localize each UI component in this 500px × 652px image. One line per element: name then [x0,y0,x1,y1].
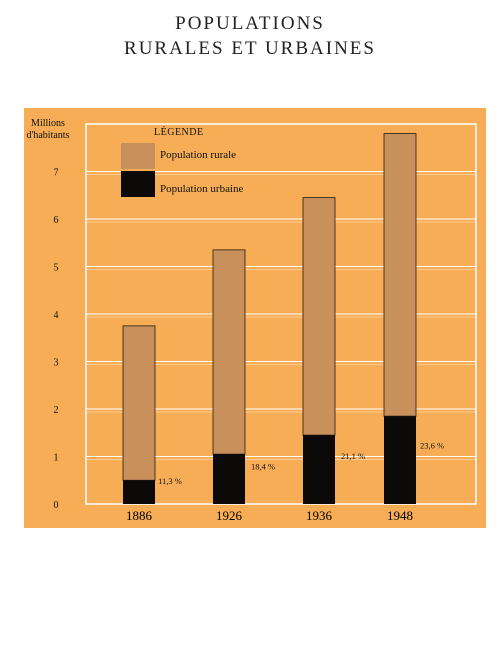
x-axis-ticks: 1886 1926 1936 1948 [126,508,413,523]
legend-label-urban: Population urbaine [160,183,244,195]
legend: LÉGENDE Population rurale Population urb… [121,126,244,197]
bar-urban [303,435,335,504]
y-axis-title-line2: d'habitants [27,130,70,141]
percent-label: 21,1 % [341,451,365,461]
chart-title-line2: RURALES ET URBAINES [124,38,376,59]
bar-rural [383,133,417,417]
x-tick-label: 1948 [387,508,413,523]
percent-label: 23,6 % [420,441,444,451]
percent-labels: 11,3 % 18,4 % 21,1 % 23,6 % [158,441,444,486]
bars [122,133,417,504]
bar-urban [384,416,416,504]
y-tick-label: 3 [54,358,59,369]
percent-label: 18,4 % [251,461,275,471]
y-axis-ticks: 0 1 2 3 4 5 6 7 [54,168,59,512]
bar-rural [122,325,156,481]
y-tick-label: 4 [54,310,59,321]
x-tick-label: 1926 [216,508,243,523]
bar-rural [302,197,336,436]
y-axis-title-line1: Millions [31,118,65,129]
legend-swatch-rural [121,143,155,169]
y-tick-label: 6 [54,215,59,226]
y-tick-label: 1 [54,453,59,464]
legend-label-rural: Population rurale [160,149,236,161]
y-tick-label: 0 [54,500,59,511]
y-tick-label: 7 [54,168,59,179]
y-tick-label: 2 [54,405,59,416]
bar-rural [212,249,246,455]
bar-urban [123,480,155,504]
bar-urban [213,454,245,504]
legend-title: LÉGENDE [154,126,204,138]
x-tick-label: 1886 [126,508,153,523]
percent-label: 11,3 % [158,476,182,486]
y-tick-label: 5 [54,263,59,274]
x-tick-label: 1936 [306,508,333,523]
legend-swatch-urban [121,171,155,197]
chart-title-line1: POPULATIONS [175,13,325,34]
